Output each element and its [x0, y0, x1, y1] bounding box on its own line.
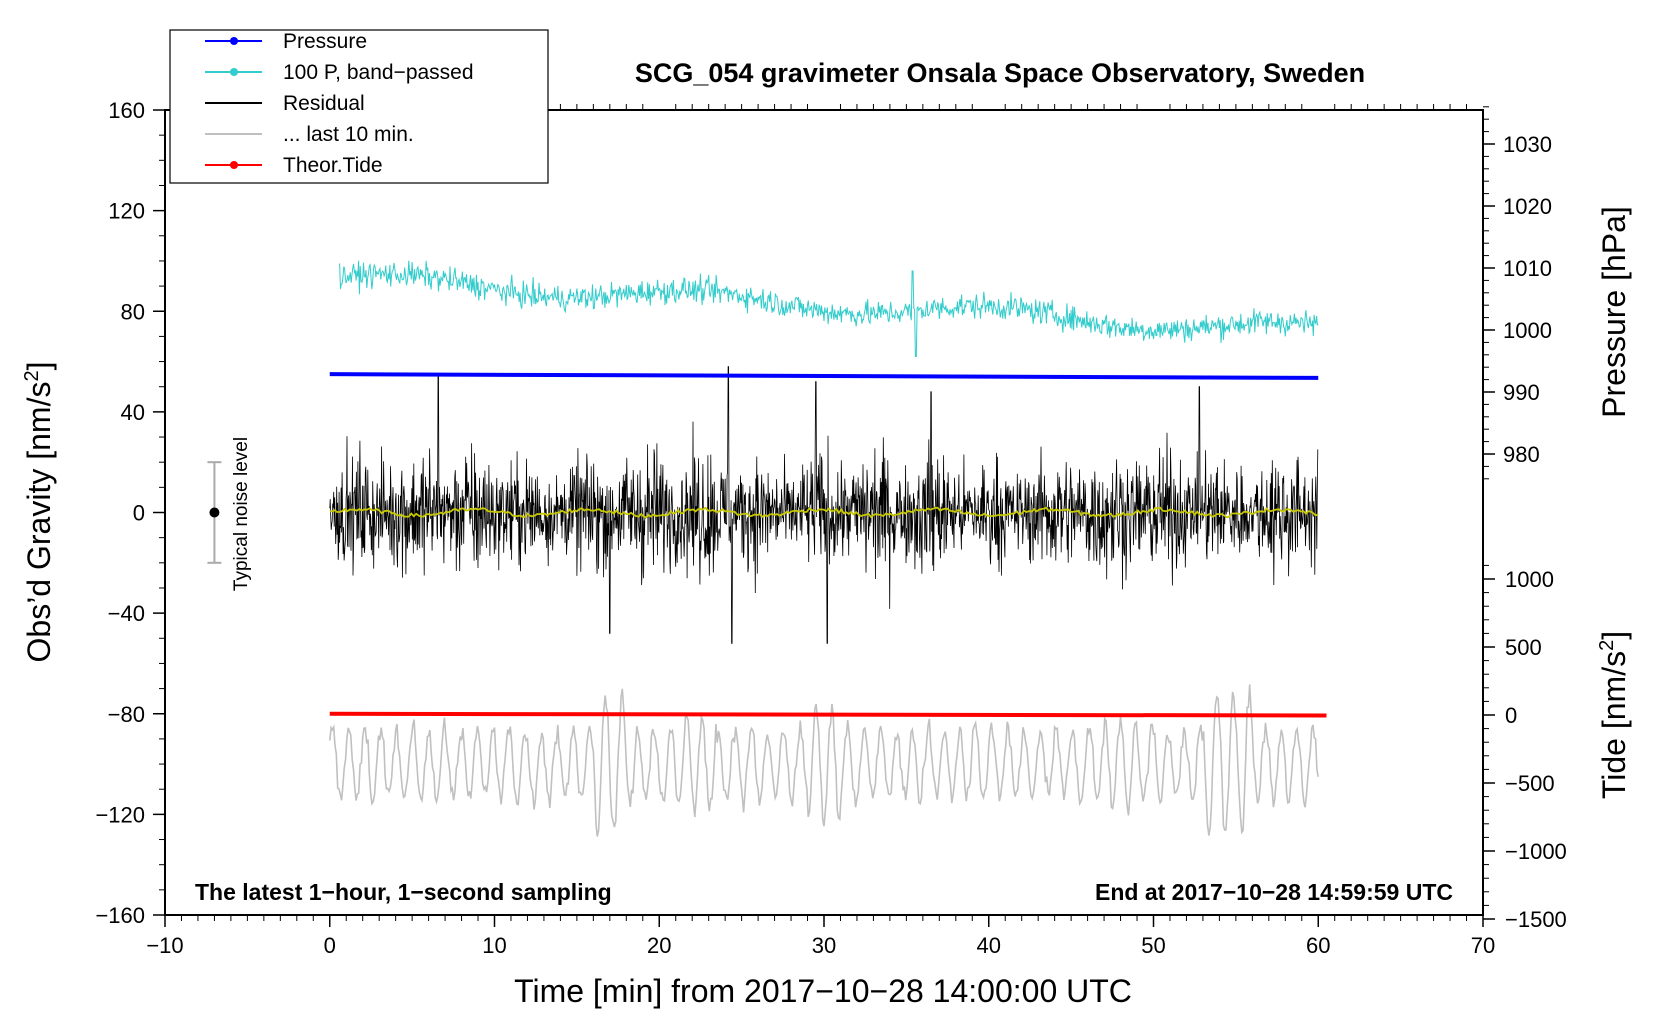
- annotation-end-time: End at 2017−10−28 14:59:59 UTC: [1095, 879, 1453, 905]
- x-tick-label: 70: [1471, 933, 1495, 958]
- x-tick-label: −10: [146, 933, 183, 958]
- x-axis-title: Time [min] from 2017−10−28 14:00:00 UTC: [514, 973, 1132, 1009]
- annotation-latest-hour: The latest 1−hour, 1−second sampling: [195, 879, 612, 905]
- series-theor-tide-line: [329, 711, 1327, 718]
- y-tick-label: 160: [108, 98, 145, 123]
- legend-label: ... last 10 min.: [283, 123, 414, 146]
- x-tick-label: 20: [647, 933, 671, 958]
- noise-bar-center-dot: [209, 507, 220, 518]
- tide-tick-label: −500: [1505, 771, 1555, 796]
- x-tick-label: 10: [482, 933, 506, 958]
- chart-title: SCG_054 gravimeter Onsala Space Observat…: [635, 58, 1365, 88]
- y-tick-label: −160: [95, 903, 145, 928]
- pressure-tick-label: 1010: [1503, 256, 1552, 281]
- x-tick-label: 50: [1141, 933, 1165, 958]
- tide-tick-label: −1000: [1505, 839, 1567, 864]
- pressure-tick-label: 980: [1503, 442, 1540, 467]
- y-axis-title: Obs’d Gravity [nm/s2]: [21, 362, 57, 663]
- y-axis-ticks: 160 120 80 40 0 −40 −80 −120 −160: [95, 98, 165, 928]
- pressure-axis-ticks: 1030 1020 1010 1000 990 980: [1483, 106, 1552, 480]
- tide-axis-ticks: 1000 500 0 −500 −1000 −1500: [1483, 564, 1567, 932]
- series-layer: [329, 260, 1327, 837]
- legend: Pressure 100 P, band−passed Residual ... la…: [169, 29, 549, 184]
- tide-tick-label: 1000: [1505, 567, 1554, 592]
- legend-marker: [230, 37, 238, 45]
- pressure-tick-label: 1020: [1503, 194, 1552, 219]
- y-tick-label: 0: [133, 501, 145, 526]
- tide-tick-label: 500: [1505, 635, 1542, 660]
- y-tick-label: 80: [121, 299, 145, 324]
- legend-label: Residual: [283, 92, 365, 115]
- noise-level-label: Typical noise level: [231, 437, 252, 591]
- legend-marker: [230, 68, 238, 76]
- pressure-axis-title: Pressure [hPa]: [1596, 206, 1632, 418]
- x-tick-label: 30: [812, 933, 836, 958]
- pressure-tick-label: 1030: [1503, 132, 1552, 157]
- y-tick-label: 40: [121, 400, 145, 425]
- y-tick-label: 120: [108, 199, 145, 224]
- legend-label: 100 P, band−passed: [283, 61, 474, 84]
- legend-label: Pressure: [283, 30, 367, 53]
- pressure-tick-label: 990: [1503, 380, 1540, 405]
- series-residual-line: [329, 366, 1319, 644]
- x-tick-label: 0: [324, 933, 336, 958]
- x-axis-ticks: −10 0 10 20 30 40 50 60 70: [146, 104, 1495, 958]
- series-residual-smoothed-line: [329, 506, 1319, 519]
- y-tick-label: −80: [108, 702, 145, 727]
- series-last-10-min-line: [329, 684, 1319, 837]
- series-pressure-line: [329, 372, 1319, 380]
- legend-label: Theor.Tide: [283, 154, 383, 177]
- legend-box: [169, 29, 549, 184]
- noise-level-indicator: [207, 461, 222, 564]
- x-tick-label: 40: [977, 933, 1001, 958]
- pressure-tick-label: 1000: [1503, 318, 1552, 343]
- tide-tick-label: 0: [1505, 703, 1517, 728]
- x-tick-label: 60: [1306, 933, 1330, 958]
- tide-axis-title: Tide [nm/s2]: [1596, 631, 1632, 799]
- legend-marker: [230, 161, 238, 169]
- y-tick-label: −40: [108, 601, 145, 626]
- tide-tick-label: −1500: [1505, 907, 1567, 932]
- series-pressure-bandpassed-line: [339, 260, 1319, 357]
- y-tick-label: −120: [95, 802, 145, 827]
